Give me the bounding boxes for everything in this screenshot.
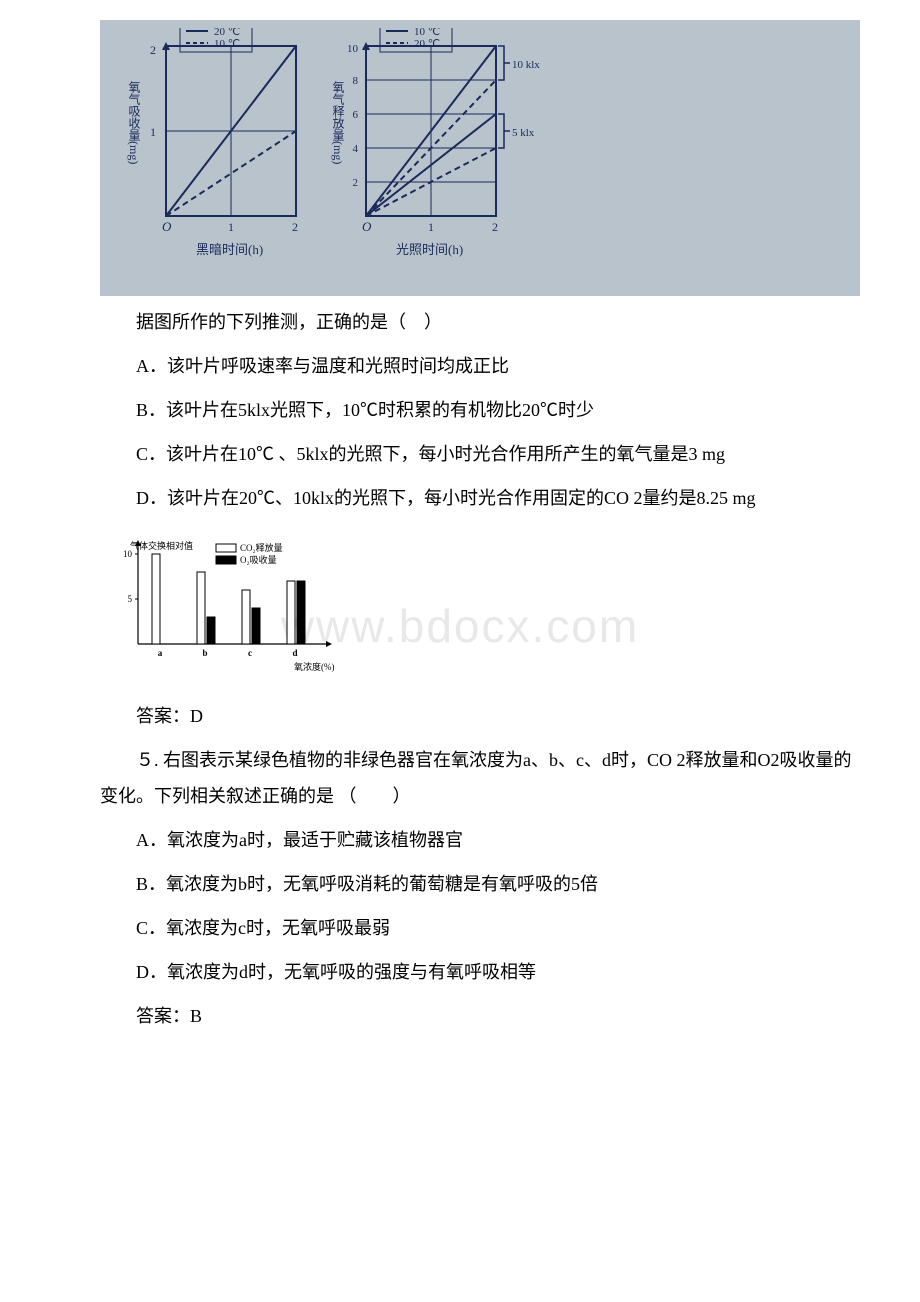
q4-option-c: C．该叶片在10℃ 、5klx的光照下，每小时光合作用所产生的氧气量是3 mg bbox=[100, 436, 860, 472]
svg-text:2: 2 bbox=[492, 220, 498, 234]
q4-option-a: A．该叶片呼吸速率与温度和光照时间均成正比 bbox=[100, 348, 860, 384]
svg-text:c: c bbox=[248, 648, 252, 658]
q5-prompt: ５. 右图表示某绿色植物的非绿色器官在氧浓度为a、b、c、d时，CO 2释放量和… bbox=[100, 742, 860, 814]
bracket-10klx: 10 klx bbox=[512, 59, 540, 71]
xtick-1: 1 bbox=[228, 220, 234, 234]
bar-chart: 510气体交换相对值氧浓度(%)CO₂释放量O₂吸收量abcd bbox=[100, 526, 860, 688]
x-axis-label: 黑暗时间(h) bbox=[196, 242, 263, 257]
q4-prompt: 据图所作的下列推测，正确的是（ ） bbox=[100, 304, 860, 340]
svg-text:8: 8 bbox=[353, 75, 359, 87]
svg-text:4: 4 bbox=[353, 143, 359, 155]
q5-option-d: D．氧浓度为d时，无氧呼吸的强度与有氧呼吸相等 bbox=[100, 954, 860, 990]
q4-option-b: B．该叶片在5klx光照下，10℃时积累的有机物比20℃时少 bbox=[100, 392, 860, 428]
svg-text:O: O bbox=[362, 219, 372, 234]
q5-option-a: A．氧浓度为a时，最适于贮藏该植物器官 bbox=[100, 822, 860, 858]
origin: O bbox=[162, 219, 172, 234]
svg-text:5: 5 bbox=[128, 594, 133, 604]
y-axis-label-r: 氧气释放量(mg) bbox=[331, 81, 345, 165]
xtick-2: 2 bbox=[292, 220, 298, 234]
ytick-2: 2 bbox=[150, 43, 156, 57]
paired-line-charts: 20 ℃ 10 ℃ 2 1 O 1 2 氧气吸收量(mg) 黑暗时间(h) bbox=[100, 20, 860, 296]
svg-text:6: 6 bbox=[353, 109, 359, 121]
legend-20c: 20 ℃ bbox=[214, 28, 240, 38]
q5-option-c: C．氧浓度为c时，无氧呼吸最弱 bbox=[100, 910, 860, 946]
legend-10c: 10 ℃ bbox=[214, 38, 240, 50]
svg-text:10: 10 bbox=[347, 43, 359, 55]
svg-text:2: 2 bbox=[353, 177, 359, 189]
svg-text:1: 1 bbox=[428, 220, 434, 234]
svg-text:CO₂释放量: CO₂释放量 bbox=[240, 542, 283, 553]
q4-option-d: D．该叶片在20℃、10klx的光照下，每小时光合作用固定的CO 2量约是8.2… bbox=[100, 480, 860, 516]
bracket-5klx: 5 klx bbox=[512, 127, 535, 139]
q5-option-b: B．氧浓度为b时，无氧呼吸消耗的葡萄糖是有氧呼吸的5倍 bbox=[100, 866, 860, 902]
q4-answer: 答案：D bbox=[100, 698, 860, 734]
svg-text:气体交换相对值: 气体交换相对值 bbox=[130, 540, 193, 551]
svg-text:a: a bbox=[158, 648, 163, 658]
legend-20c-r: 20 ℃ bbox=[414, 38, 440, 50]
q5-answer: 答案：B bbox=[100, 998, 860, 1034]
y-axis-label: 氧气吸收量(mg) bbox=[127, 81, 141, 165]
svg-text:b: b bbox=[202, 648, 207, 658]
legend-10c-r: 10 ℃ bbox=[414, 28, 440, 38]
x-axis-label-r: 光照时间(h) bbox=[396, 242, 463, 257]
svg-text:O₂吸收量: O₂吸收量 bbox=[240, 554, 277, 565]
svg-text:d: d bbox=[292, 648, 297, 658]
ytick-1: 1 bbox=[150, 125, 156, 139]
svg-text:氧浓度(%): 氧浓度(%) bbox=[294, 661, 335, 672]
